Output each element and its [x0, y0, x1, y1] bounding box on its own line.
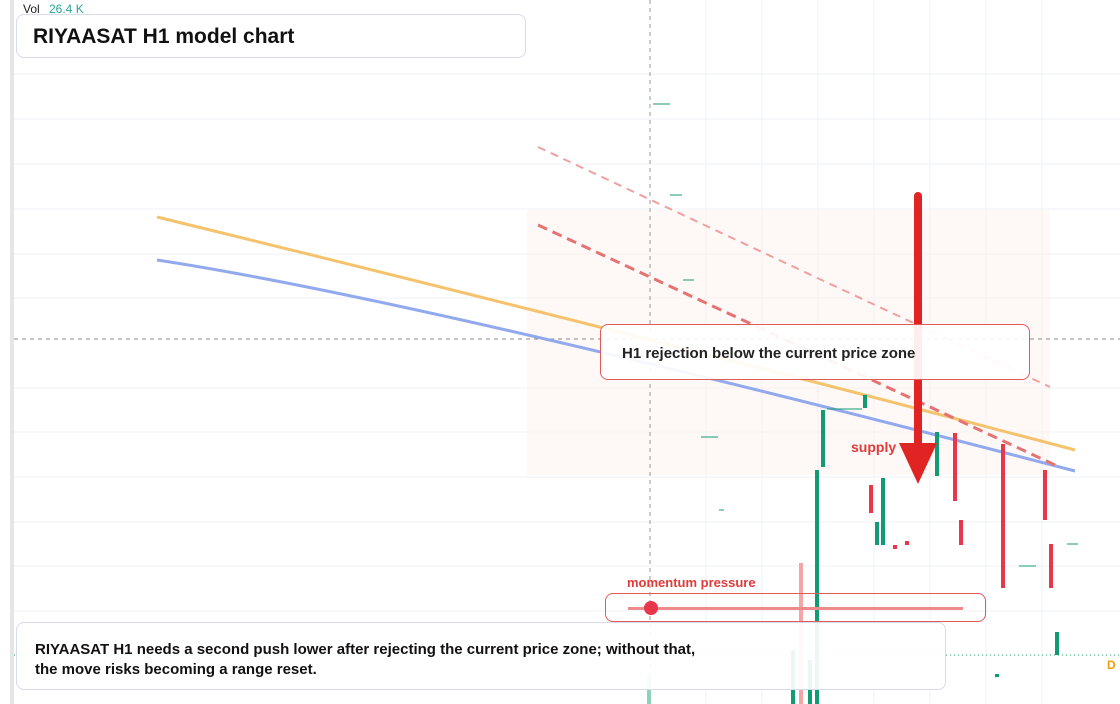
left-strip [10, 0, 14, 704]
ma-blue [156, 258, 1076, 473]
note-line: RIYAASAT H1 needs a second push lower af… [35, 641, 696, 658]
note-box: RIYAASAT H1 needs a second push lower af… [16, 622, 946, 690]
momentum-bar [628, 607, 963, 610]
edge-label: D [1107, 658, 1116, 672]
callout-box: H1 rejection below the current price zon… [600, 324, 1030, 380]
callout: H1 rejection below the current price zon… [622, 345, 916, 362]
ticks-small [653, 103, 1078, 567]
vol-label: Vol [23, 2, 40, 16]
zone-label: supply [851, 439, 896, 455]
momentum-dot [644, 601, 658, 615]
title: RIYAASAT H1 model chart [33, 25, 295, 48]
trend-dashed-light [537, 146, 1051, 388]
momentum-box [605, 593, 986, 622]
momentum-label: momentum pressure [627, 575, 756, 590]
note: RIYAASAT H1 needs a second push lower af… [35, 640, 695, 680]
vol-value: 26.4 K [49, 2, 84, 16]
title-box: RIYAASAT H1 model chart [16, 14, 526, 58]
note-line: the move risks becoming a range reset. [35, 661, 317, 678]
arrow [899, 192, 937, 484]
